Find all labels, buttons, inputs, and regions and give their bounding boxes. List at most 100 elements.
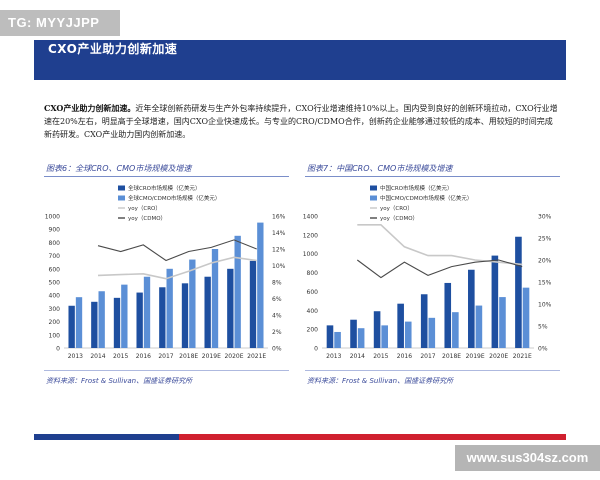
legend-label: 全球CRO市场规模（亿美元） [128, 184, 201, 192]
bar-cdmo [522, 287, 530, 348]
x-tick-label: 2013 [68, 353, 83, 360]
y-tick-label: 0 [56, 346, 60, 353]
footer-bar-blue [34, 434, 179, 440]
chart1-top-rule [44, 176, 289, 177]
x-tick-label: 2016 [136, 353, 151, 360]
bar-cdmo [334, 331, 341, 348]
y-tick-label: 600 [307, 289, 319, 296]
x-tick-label: 2021E [513, 353, 532, 360]
bar-cro [491, 255, 499, 348]
x-tick-label: 2017 [420, 353, 435, 360]
bar-cdmo [75, 297, 83, 348]
x-tick-label: 2021E [247, 353, 266, 360]
y2-tick-label: 6% [272, 296, 282, 303]
bar-cdmo [257, 222, 264, 348]
legend-label: yoy（CDMO） [380, 215, 418, 222]
y2-tick-label: 12% [272, 247, 286, 254]
y-tick-label: 100 [49, 332, 61, 339]
bar-cro [515, 236, 522, 348]
x-tick-label: 2018E [179, 353, 198, 360]
bar-cro [397, 303, 404, 348]
y-tick-label: 600 [49, 266, 61, 273]
bar-cdmo [357, 328, 365, 348]
bar-cdmo [189, 259, 196, 348]
bar-cro [113, 297, 121, 348]
y-tick-label: 900 [49, 227, 61, 234]
y2-tick-label: 15% [538, 280, 552, 287]
y2-tick-label: 14% [272, 230, 286, 237]
line-yoy-cdmo [97, 239, 257, 262]
y-tick-label: 1400 [303, 214, 318, 221]
y2-tick-label: 10% [272, 263, 286, 270]
bar-cdmo [211, 249, 219, 348]
y2-tick-label: 30% [538, 214, 552, 221]
chart2-top-rule [305, 176, 560, 177]
line-yoy-cro [97, 256, 257, 280]
y2-tick-label: 25% [538, 236, 552, 243]
y2-tick-label: 0% [272, 346, 282, 353]
bar-cdmo [428, 317, 436, 348]
chart1-plot: 0 100 200 300 400 500 600 700 800 900 1000 0% 2% 4% 6%… [45, 184, 286, 360]
y-tick-label: 400 [307, 308, 319, 315]
banner-title: CXO产业助力创新加速 [48, 42, 178, 56]
line-yoy-cdmo [356, 259, 523, 279]
legend-label: yoy（CRO） [128, 205, 161, 212]
legend-swatch [370, 195, 377, 201]
legend-label: yoy（CRO） [380, 205, 413, 212]
legend-label: 中国CMO/CDMO市场规模（亿美元） [380, 194, 472, 202]
legend-label: 中国CRO市场规模（亿美元） [380, 184, 453, 192]
bar-cro [91, 301, 98, 348]
bar-cro [249, 260, 257, 348]
bar-cdmo [452, 312, 459, 348]
bar-cro [420, 294, 428, 348]
line-yoy-cro [357, 223, 523, 266]
chart2-source: 资料来源：Frost & Sullivan、国盛证券研究所 [307, 377, 454, 385]
y-tick-label: 800 [307, 270, 319, 277]
y2-tick-label: 10% [538, 302, 552, 309]
y2-tick-label: 20% [538, 258, 552, 265]
bar-cdmo [234, 235, 241, 348]
y2-tick-label: 2% [272, 329, 282, 336]
bar-cro [326, 325, 334, 348]
y-tick-label: 200 [49, 319, 61, 326]
bar-cro [136, 292, 143, 348]
legend-swatch [118, 185, 125, 191]
y-tick-label: 1000 [45, 214, 60, 221]
x-tick-label: 2020E [224, 353, 243, 360]
bar-cro [373, 311, 381, 348]
y2-tick-label: 0% [538, 346, 548, 353]
x-tick-label: 2017 [158, 353, 173, 360]
bar-cro [181, 283, 189, 348]
legend-label: 全球CMO/CDMO市场规模（亿美元） [128, 194, 220, 202]
bar-cro [468, 269, 475, 348]
y-tick-label: 400 [49, 293, 61, 300]
y-tick-label: 1000 [303, 251, 318, 258]
x-tick-label: 2016 [397, 353, 412, 360]
x-tick-label: 2015 [113, 353, 128, 360]
bar-cro [68, 305, 75, 348]
bar-cro [227, 268, 234, 348]
bar-cro [159, 287, 166, 348]
paragraph-body: 近年全球创新药研发与生产外包率持续提升，CXO行业增速维持10%以上。国内受到良… [44, 104, 558, 139]
bar-cro [444, 282, 452, 348]
chart2-plot: 0 200 400 600 800 1000 1200 1400 0% 5% 10% 15% 20% 25… [303, 184, 552, 360]
chart1-bottom-rule [44, 370, 289, 371]
watermark-bottom: www.sus304sz.com [455, 445, 600, 471]
x-tick-label: 2014 [90, 353, 105, 360]
x-tick-label: 2015 [373, 353, 388, 360]
footer-bar-red [179, 434, 566, 440]
y2-tick-label: 16% [272, 214, 286, 221]
x-tick-label: 2018E [442, 353, 461, 360]
legend-swatch [118, 195, 125, 201]
bar-cro [350, 319, 357, 348]
y-tick-label: 500 [49, 280, 61, 287]
x-tick-label: 2014 [350, 353, 365, 360]
bar-cdmo [121, 284, 128, 348]
legend-swatch [370, 185, 377, 191]
chart1-title: 图表6：全球CRO、CMO市场规模及增速 [46, 164, 192, 173]
x-tick-label: 2019E [466, 353, 485, 360]
y-tick-label: 200 [307, 327, 319, 334]
bar-cdmo [404, 321, 412, 348]
y2-tick-label: 8% [272, 280, 282, 287]
bar-cdmo [475, 305, 483, 348]
